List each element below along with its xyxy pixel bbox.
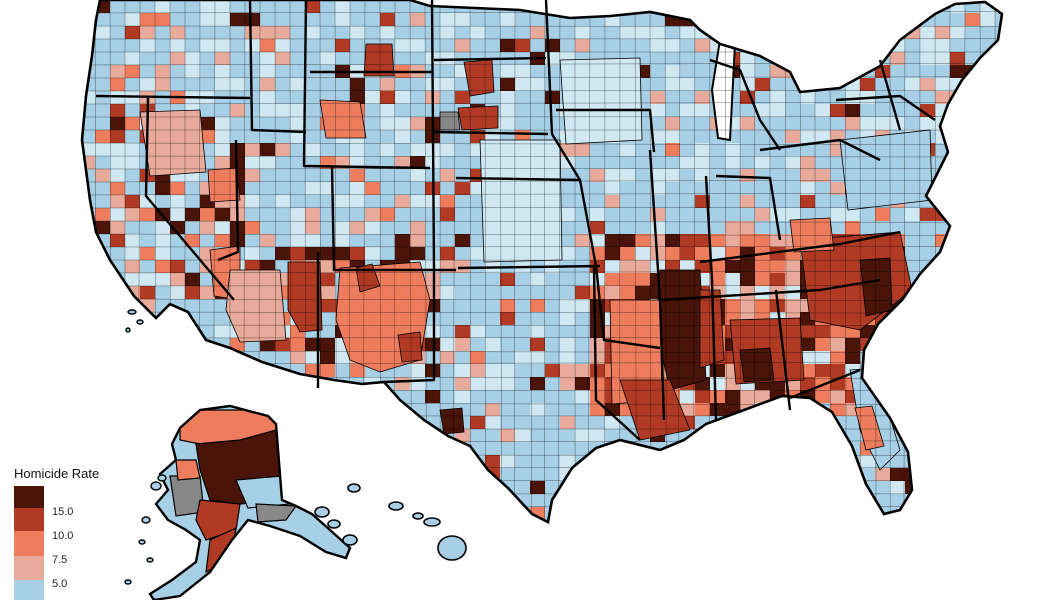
legend-tick-7-5: 7.5 [52, 554, 68, 566]
legend-swatch-low [14, 580, 44, 600]
legend-swatch-10 [14, 508, 44, 531]
legend-color-bar [14, 486, 44, 600]
legend-swatch-7-5 [14, 531, 44, 556]
legend-tick-10: 10.0 [52, 530, 74, 542]
legend-tick-5: 5.0 [52, 578, 68, 590]
legend-swatch-5 [14, 556, 44, 580]
national-border [80, 0, 1004, 524]
legend: Homicide Rate 15.0 10.0 7.5 5.0 [12, 466, 132, 600]
legend-tick-15: 15.0 [52, 506, 74, 518]
alaska-boroughs [169, 409, 298, 574]
legend-swatch-15 [14, 486, 44, 508]
state-borders [95, 0, 936, 441]
hawaii-islands [347, 483, 467, 561]
legend-title: Homicide Rate [14, 466, 100, 481]
channel-islands [125, 309, 144, 333]
aleutian-islands [124, 474, 358, 585]
alaska [124, 404, 358, 600]
alaska-border [148, 404, 352, 600]
